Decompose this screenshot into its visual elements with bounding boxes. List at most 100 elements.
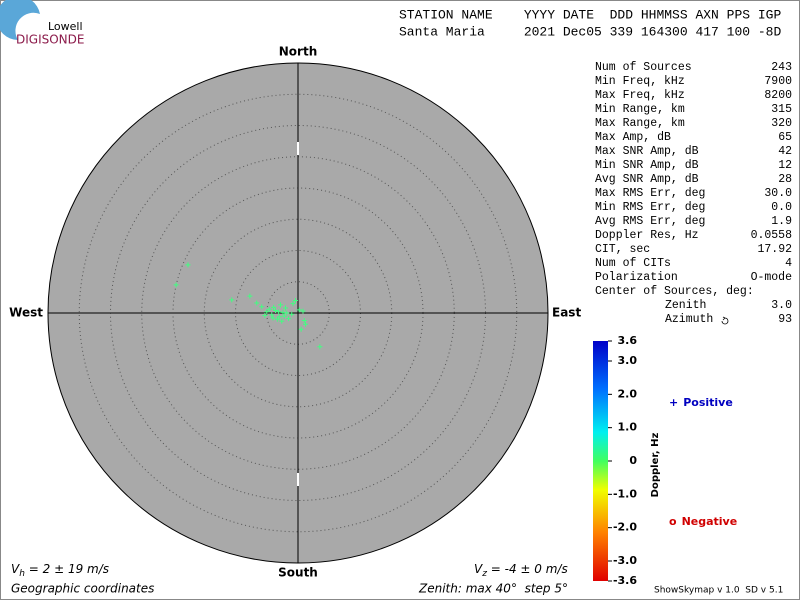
stat-value: 7900 [764,75,792,88]
vh-symbol: V [11,562,20,576]
source-point [264,309,270,315]
source-point [280,309,286,315]
stat-value: 93 [778,313,792,326]
legend-label: Positive [683,396,733,409]
source-point [276,309,282,315]
source-point [281,313,287,319]
source-point [278,302,283,308]
stat-value: 243 [771,61,792,74]
legend-entry: o Negative [669,515,737,528]
source-point [270,315,276,321]
stat-label: Min Freq, kHz [595,75,685,88]
vh-label: Vh = 2 ± 19 m/s [11,562,109,579]
colorbar-tick-label: 0 [629,454,637,467]
stat-label: Num of CITs [595,257,671,270]
source-point [317,344,323,350]
source-point [173,282,179,288]
source-point [266,306,272,312]
stat-label: Max Freq, kHz [595,89,685,102]
stat-value: 65 [778,131,792,144]
stat-label: Avg SNR Amp, dB [595,173,699,186]
source-point [185,262,191,268]
stat-label: Max Amp, dB [595,131,671,144]
colorbar-tick-label: 3.6 [618,334,638,347]
stat-label: Polarization [595,271,678,284]
source-point [300,308,306,314]
source-point [254,300,260,306]
header-values: Santa Maria 2021 Dec05 339 164300 417 10… [399,24,781,39]
logo-text: Lowell [48,20,83,33]
stat-label: Azimuth [665,313,713,326]
zenith-label: Zenith: max 40° step 5° [418,582,568,596]
stat-value: 0.0558 [751,229,793,242]
source-point [259,304,265,310]
stat-value: 17.92 [757,243,792,256]
stat-value: O-mode [751,271,793,284]
stat-label: Min Range, km [595,103,685,116]
source-point [293,298,298,303]
azimuth-icon [721,316,729,325]
source-point [298,326,304,332]
colorbar-tick-label: 2.0 [618,387,638,400]
source-point [273,308,278,313]
colorbar-tick-label: -2.0 [613,521,637,534]
vz-subscript: z [481,569,487,579]
colorbar-tick-label: -3.6 [613,574,637,587]
colorbar-gradient [593,341,608,581]
stat-value: 8200 [764,89,792,102]
legend-symbol: + [669,396,678,409]
source-point [283,305,288,311]
stat-label: Num of Sources [595,61,692,74]
vz-label: Vz = -4 ± 0 m/s [474,562,568,579]
colorbar-tick-label: -1.0 [613,487,637,500]
source-point [269,312,275,318]
source-point [303,321,308,327]
stat-value: 42 [778,145,792,158]
stat-label: Max SNR Amp, dB [595,145,699,158]
source-point [247,293,253,299]
stat-value: 1.9 [771,215,792,228]
stat-label: Avg RMS Err, deg [595,215,705,228]
vh-text: = 2 ± 19 m/s [25,562,109,576]
stat-label: Doppler Res, Hz [595,229,699,242]
source-point [271,304,277,310]
colorbar: 3.6 3.0 2.0 1.0 0 -1.0 -2.0 -3.0 -3.6 Doppler, Hz… [593,334,737,587]
version-label: ShowSkymap v 1.0 SD v 5.1 [654,586,783,596]
logo-swoosh [0,0,40,40]
source-point [229,297,235,303]
coords-label: Geographic coordinates [11,582,154,596]
source-point [290,301,296,307]
colorbar-title: Doppler, Hz [650,433,661,498]
stat-label: Center of Sources, deg: [595,285,754,298]
direction-label: West [9,306,43,320]
stat-value: 3.0 [771,299,792,312]
stat-value: 0.0 [771,201,792,214]
stat-label: Min RMS Err, deg [595,201,705,214]
direction-label: South [278,566,318,580]
vz-text: = -4 ± 0 m/s [487,562,568,576]
colorbar-tick-label: 3.0 [618,354,638,367]
colorbar-tick-label: -3.0 [613,554,637,567]
direction-label: East [552,306,581,320]
stat-value: 315 [771,103,792,116]
vz-symbol: V [474,562,483,576]
legend-symbol: o [669,515,677,528]
source-point [284,310,290,316]
stat-label: Zenith [665,299,706,312]
source-point [289,311,295,317]
legend-entry: + Positive [669,396,733,409]
stat-label: CIT, sec [595,243,650,256]
stat-label: Max Range, km [595,117,685,130]
source-point [286,316,292,322]
stats-table: Num of Sources 243 Min Freq, kHz 7900 Max Fr… [595,61,792,326]
stat-value: 12 [778,159,792,172]
direction-label: North [279,45,317,59]
polar-plot: North South West East [9,45,581,580]
header-labels: STATION NAME YYYY DATE DDD HHMMSS AXN PP… [399,7,781,22]
legend-label: Negative [682,515,738,528]
stat-label: Max RMS Err, deg [595,187,705,200]
source-point [274,316,280,322]
logo-text: DIGISONDE [16,33,84,47]
stat-value: 320 [771,117,792,130]
